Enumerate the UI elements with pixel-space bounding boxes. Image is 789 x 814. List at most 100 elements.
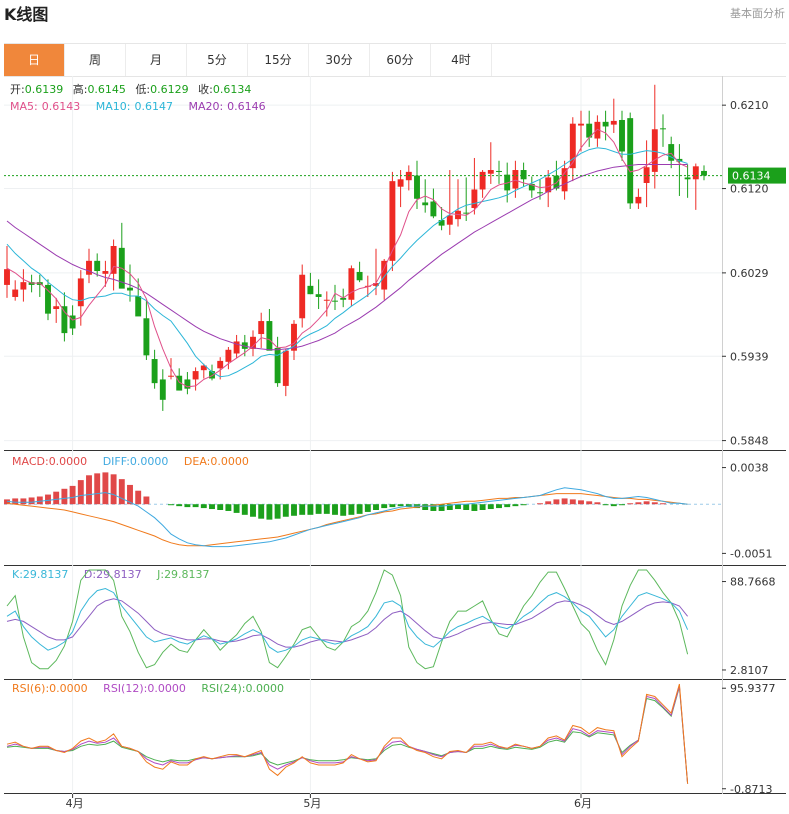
- macd-bar-negative: [430, 504, 437, 511]
- macd-bar-negative: [496, 504, 502, 509]
- candle-down: [537, 192, 543, 194]
- ma20-line: [6, 164, 688, 351]
- macd-label: MACD:: [12, 455, 49, 468]
- ma20-label: MA20:: [188, 100, 223, 113]
- candle-down: [61, 306, 68, 334]
- panel-frames: [4, 76, 786, 794]
- macd-bar-positive: [594, 502, 601, 505]
- candle-up: [225, 349, 232, 362]
- macd-bar-negative: [348, 504, 355, 515]
- candle-down: [151, 359, 158, 384]
- candle-up: [446, 215, 453, 225]
- kline-chart[interactable]: 开:0.6139 高:0.6145 低:0.6129 收:0.6134 MA5:…: [4, 76, 786, 810]
- macd-bar-positive: [635, 502, 642, 505]
- macd-bar-negative: [168, 504, 174, 506]
- candle-down: [69, 315, 76, 329]
- candle-up: [397, 179, 404, 187]
- candle-down: [660, 128, 666, 130]
- macd-bar-negative: [479, 504, 486, 510]
- candle-up: [4, 269, 10, 285]
- candle-down: [586, 123, 593, 138]
- high-label: 高:: [73, 82, 88, 96]
- candle-down: [159, 379, 166, 400]
- diff-line: [6, 487, 688, 548]
- candle-down: [307, 285, 314, 295]
- candle-up: [594, 121, 601, 139]
- macd-bar-negative: [446, 504, 453, 510]
- candle-up: [192, 371, 199, 380]
- tab-4hour[interactable]: 4时: [431, 44, 492, 76]
- candle-up: [651, 129, 658, 172]
- low-value: 0.6129: [150, 83, 189, 96]
- rsi-axis-label: 95.9377: [730, 682, 776, 695]
- candle-up: [258, 321, 265, 335]
- macd-bar-positive: [127, 484, 133, 505]
- macd-bar-negative: [209, 504, 215, 510]
- macd-bar-negative: [315, 504, 322, 514]
- candle-down: [356, 271, 363, 281]
- candle-up: [299, 274, 306, 319]
- candle-up: [487, 170, 494, 174]
- tab-week[interactable]: 周: [65, 44, 126, 76]
- macd-bar-positive: [102, 472, 109, 505]
- candle-down: [438, 220, 445, 226]
- candle-up: [635, 196, 642, 204]
- rsi24-value: 0.0000: [245, 682, 284, 695]
- ma10-label: MA10:: [96, 100, 131, 113]
- ma10-value: 0.6147: [134, 100, 173, 113]
- tab-day[interactable]: 日: [4, 44, 65, 76]
- macd-bar-positive: [118, 479, 125, 505]
- macd-bar-positive: [110, 474, 117, 505]
- macd-bar-negative: [389, 504, 396, 508]
- candle-down: [135, 296, 142, 317]
- macd-bar-negative: [610, 504, 617, 507]
- candle-up: [110, 246, 117, 274]
- macd-bar-negative: [250, 504, 256, 517]
- candle-down: [619, 119, 625, 152]
- macd-bar-positive: [561, 498, 568, 505]
- candle-down: [414, 175, 420, 199]
- candle-down: [94, 260, 101, 272]
- dea-line: [6, 493, 688, 547]
- candle-up: [250, 336, 256, 349]
- tab-5min[interactable]: 5分: [187, 44, 248, 76]
- macd-bar-negative: [323, 504, 330, 514]
- rsi6-label: RSI(6):: [12, 682, 49, 695]
- macd-bar-positive: [627, 503, 634, 505]
- candle-down: [143, 318, 150, 356]
- k-line: [6, 587, 689, 653]
- current-price-label: 0.6134: [732, 170, 771, 183]
- candle-up: [291, 323, 297, 351]
- tab-15min[interactable]: 15分: [248, 44, 309, 76]
- d-line: [6, 598, 688, 648]
- candle-up: [381, 260, 388, 290]
- macd-bar-negative: [619, 504, 625, 506]
- macd-bar-negative: [512, 504, 519, 507]
- macd-bar-positive: [569, 499, 576, 505]
- tab-60min[interactable]: 60分: [370, 44, 431, 76]
- ma20-value: 0.6146: [227, 100, 266, 113]
- macd-bar-negative: [241, 504, 248, 515]
- candle-up: [102, 271, 109, 274]
- fundamental-analysis-link[interactable]: 基本面分析: [730, 7, 785, 20]
- diff-label: DIFF:: [103, 455, 130, 468]
- svg-text:MA5:0.6143 MA10:0.6147: MA5: 0.6143 MA10: 0.6147 MA20: 0.6146: [10, 100, 266, 113]
- svg-text:RSI(6):0.0000 RSI(12):: RSI(6):0.0000 RSI(12):0.0000 RSI(24):0.0…: [12, 682, 284, 695]
- candle-up: [692, 166, 699, 180]
- candle-down: [668, 144, 675, 161]
- macd-bar-positive: [45, 494, 51, 505]
- month-label: 6月: [574, 797, 592, 810]
- macd-bar-negative: [332, 504, 338, 515]
- ma10-line: [6, 147, 688, 378]
- candle-up: [200, 365, 207, 371]
- macd-bar-negative: [200, 504, 207, 509]
- tab-30min[interactable]: 30分: [309, 44, 370, 76]
- candle-up: [610, 120, 617, 125]
- tab-month[interactable]: 月: [126, 44, 187, 76]
- price-axis-label: 0.6210: [730, 99, 769, 112]
- macd-bar-positive: [586, 501, 593, 505]
- candle-up: [471, 189, 478, 209]
- candle-up: [86, 260, 92, 275]
- candle-down: [340, 297, 347, 300]
- macd-bar-negative: [266, 504, 273, 520]
